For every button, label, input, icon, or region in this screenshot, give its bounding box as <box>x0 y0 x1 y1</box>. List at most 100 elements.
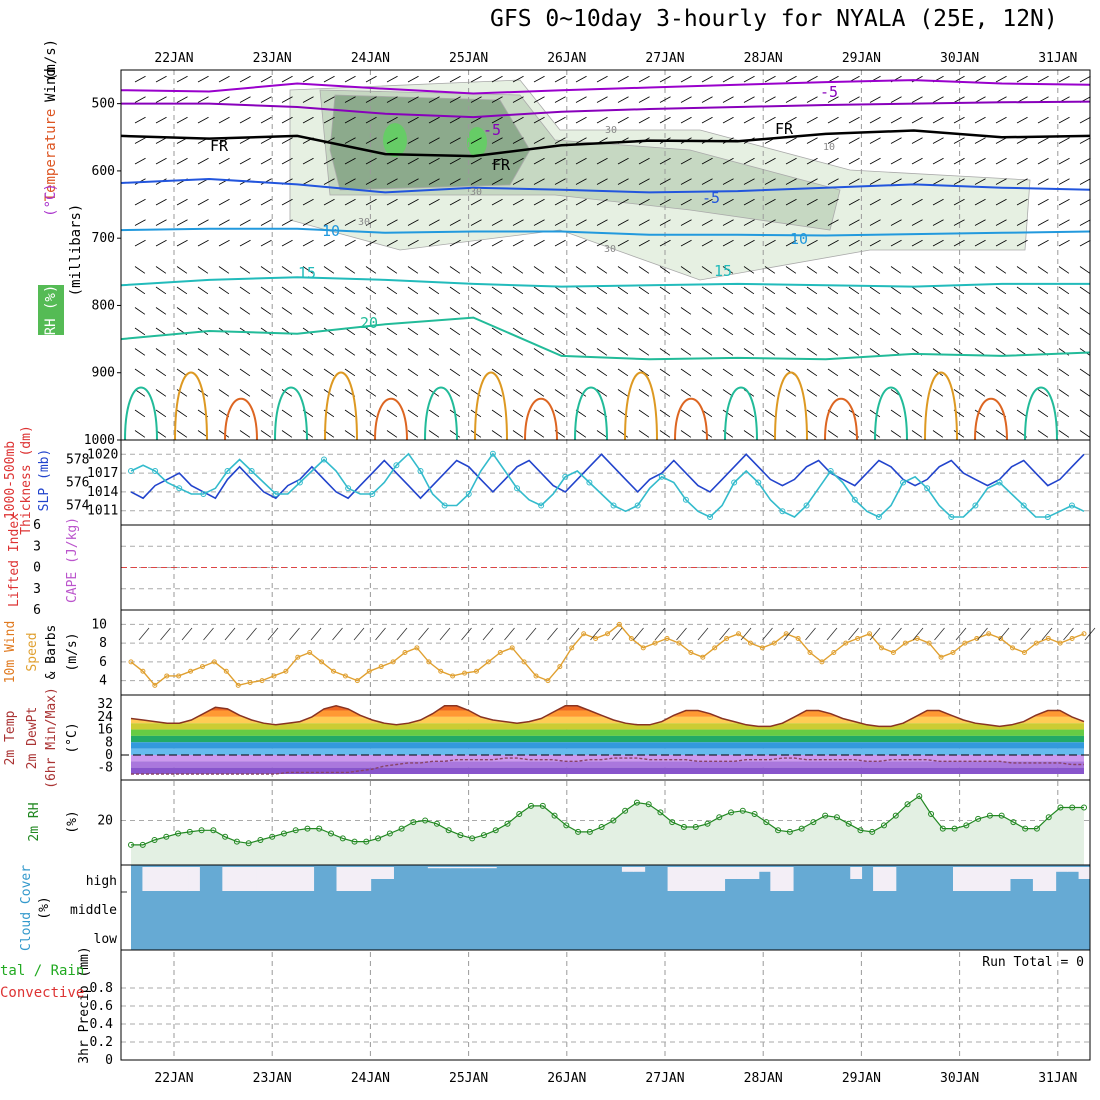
wind-barb <box>869 286 881 295</box>
precip-tick: 0 <box>105 1053 113 1068</box>
wind-barb <box>869 198 881 206</box>
wind-speed-point <box>1081 631 1087 637</box>
wind-barb <box>449 286 461 295</box>
wind-speed-point <box>1033 640 1039 646</box>
wind-barb <box>176 430 188 438</box>
wind-speed-point <box>759 645 765 651</box>
wind-barb <box>680 409 692 418</box>
wind-barb <box>239 286 251 295</box>
wind-barb <box>995 198 1007 206</box>
slp-tick: 1014 <box>87 485 118 500</box>
y-label-10m-wind: 10m Wind <box>3 621 18 684</box>
cloud-high-gap <box>736 867 748 879</box>
wind-barb <box>827 239 839 247</box>
wind-barb <box>743 178 755 185</box>
wind-barb <box>680 239 692 247</box>
wind-barb <box>977 627 988 641</box>
wind-barb <box>638 327 650 336</box>
wind-barb <box>461 627 472 641</box>
wind-barb <box>974 368 986 377</box>
y-label-rh: RH (%) <box>43 285 59 336</box>
x-tick-bottom: 22JAN <box>154 1071 193 1086</box>
y-label-rh-unit: (%) <box>65 810 80 833</box>
isotherm-label: 30 <box>470 187 482 198</box>
wind-barb <box>911 266 923 274</box>
wind-barb <box>386 137 398 144</box>
rh-point <box>492 827 499 834</box>
wind-barb <box>1079 198 1091 206</box>
wind-barb <box>323 96 335 103</box>
wind-barb <box>554 239 566 247</box>
rh-point <box>704 820 711 827</box>
wind-barb <box>659 368 671 377</box>
wind-barb <box>1037 116 1049 124</box>
wind-barb <box>974 239 986 247</box>
temp-band <box>131 761 1084 768</box>
wind-barb <box>197 307 209 315</box>
wind-barb <box>848 137 860 144</box>
wind-barb <box>512 389 524 397</box>
rh-point <box>480 832 487 839</box>
wind-barb <box>764 116 776 124</box>
wind-barb <box>239 137 251 144</box>
wind-barb <box>281 286 293 295</box>
isotherm-label: 10 <box>790 230 808 248</box>
wind-barb <box>890 409 902 418</box>
rh-point <box>245 840 252 847</box>
wind-speed-point <box>986 631 992 637</box>
wind-barb <box>197 286 209 295</box>
cloud-high-gap <box>222 867 235 891</box>
wind-barb <box>407 157 419 165</box>
isotherm-label: 15 <box>714 262 732 280</box>
thickness-point <box>176 485 183 492</box>
wind-barb <box>575 389 587 397</box>
wind-barb <box>891 627 902 641</box>
temp-band <box>131 754 1084 762</box>
wind-speed-point <box>271 673 277 679</box>
wind-barb <box>344 307 356 315</box>
wind-speed-point <box>378 664 384 670</box>
wind-speed-point <box>462 670 468 676</box>
wind-barb <box>449 137 461 144</box>
wind-barb <box>785 286 797 295</box>
wind-barb <box>176 307 188 315</box>
wind-barb <box>386 286 398 295</box>
y-label-total-rain: tal / Rain <box>0 963 84 979</box>
wind-barb <box>302 327 314 336</box>
wind-barb <box>848 116 860 124</box>
isotherm-arch <box>924 371 958 441</box>
cloud-high-gap <box>336 867 349 891</box>
wind-barb <box>575 327 587 336</box>
wind-barb <box>134 75 146 83</box>
wind-barb <box>218 75 230 83</box>
wind-barb <box>344 96 356 103</box>
wind-barb <box>533 116 545 124</box>
thickness-point <box>152 468 159 474</box>
wind-barb <box>890 266 902 274</box>
wind-barb <box>890 219 902 226</box>
wind-speed-point <box>640 645 646 651</box>
wind-barb <box>281 137 293 144</box>
wind-barb <box>575 348 587 356</box>
wind-barb <box>470 266 482 274</box>
lifted-index-tick: 6 <box>33 518 41 533</box>
wind-barb <box>932 389 944 397</box>
cloud-high-gap <box>279 867 292 891</box>
wind-barb <box>617 307 629 315</box>
wind-barb <box>365 327 377 336</box>
wind-barb <box>1037 198 1049 206</box>
wind-barb <box>869 219 881 226</box>
wind-barb <box>365 239 377 247</box>
wind-barb <box>160 627 171 641</box>
wind-barb <box>1016 116 1028 124</box>
isotherm-label: FR <box>492 156 511 174</box>
rh-point <box>845 820 852 827</box>
wind-barb <box>181 627 193 641</box>
rh-point <box>939 825 946 832</box>
thickness-point <box>128 468 134 474</box>
wind-barb <box>1037 409 1049 418</box>
x-tick-bottom: 29JAN <box>842 1071 881 1086</box>
temp-band <box>131 735 1084 743</box>
wind-barb <box>911 157 923 165</box>
run-total: Run Total = 0 <box>982 955 1084 970</box>
